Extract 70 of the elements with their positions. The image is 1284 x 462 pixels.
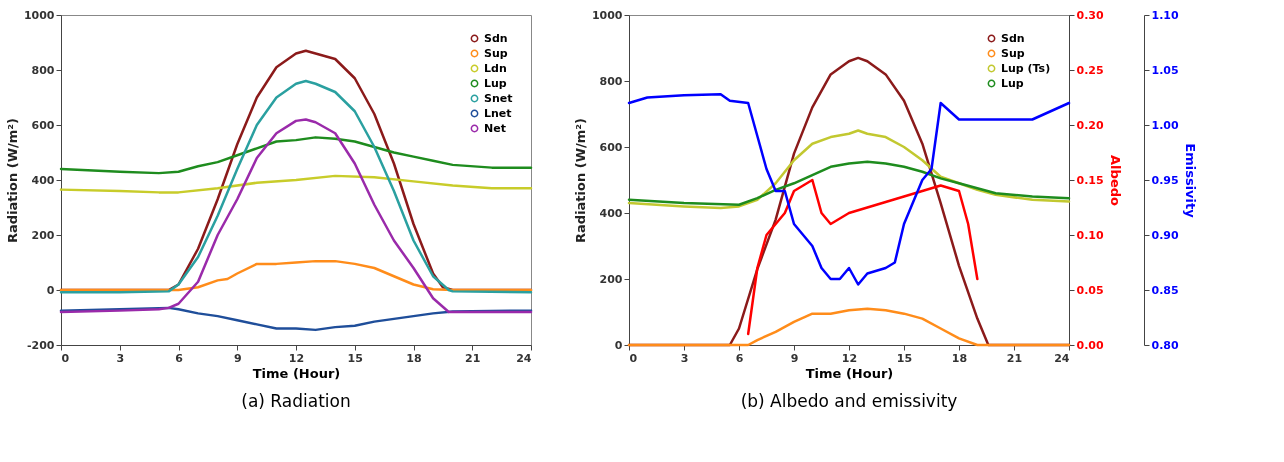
x-tick-label: 21: [465, 351, 481, 365]
line-series: [746, 178, 979, 336]
legend-label: Sdn: [484, 31, 508, 45]
line-series: [59, 136, 533, 175]
x-tick-label: 18: [406, 351, 422, 365]
y-axis-title: Radiation (W/m²): [572, 118, 588, 243]
y2-tick-label: 0.25: [1076, 63, 1104, 77]
y3-tick-label: 1.10: [1151, 8, 1179, 22]
x-tick-label: 24: [516, 351, 532, 365]
y2-tick-label: 0.30: [1076, 8, 1104, 22]
y-tick-label: 0: [46, 283, 55, 297]
y-tick-label: 600: [31, 118, 55, 132]
legend-label: Net: [484, 121, 506, 135]
y2-tick-label: 0.05: [1076, 283, 1104, 297]
x-tick-label: 24: [1054, 351, 1070, 365]
text: (b) Albedo and emissivity: [740, 391, 958, 411]
legend-label: Lup (Ts): [1001, 61, 1051, 75]
x-axis-title: Time (Hour): [805, 365, 894, 381]
y2-tick-label: 0.15: [1076, 173, 1104, 187]
x-tick-label: 0: [629, 351, 638, 365]
y3-axis-title: Emissivity: [1182, 143, 1198, 219]
text: (a) Radiation: [241, 391, 351, 411]
legend-label: Sup: [484, 46, 508, 60]
y-tick-label: 0: [614, 338, 623, 352]
x-tick-label: 0: [61, 351, 70, 365]
legend-label: Lnet: [484, 106, 512, 120]
y2-tick-label: 0.20: [1076, 118, 1104, 132]
legend-label: Snet: [484, 91, 513, 105]
y-tick-label: 1000: [23, 8, 55, 22]
x-tick-label: 15: [347, 351, 363, 365]
x-tick-label: 6: [735, 351, 744, 365]
y-tick-label: 1000: [591, 8, 623, 22]
y2-tick-label: 0.00: [1076, 338, 1104, 352]
y3-tick-label: 1.05: [1151, 63, 1179, 77]
x-tick-label: 9: [233, 351, 242, 365]
x-tick-label: 12: [288, 351, 305, 365]
y3-tick-label: 0.95: [1151, 173, 1179, 187]
y-tick-label: 800: [31, 63, 55, 77]
y-tick-label: 400: [599, 206, 623, 220]
y3-tick-label: 0.85: [1151, 283, 1179, 297]
y-axis-title: Radiation (W/m²): [4, 118, 20, 243]
legend-label: Lup: [484, 76, 507, 90]
y2-axis-title: Albedo: [1107, 155, 1123, 206]
y2-tick-label: 0.10: [1076, 228, 1104, 242]
y-tick-label: 600: [599, 140, 623, 154]
line-series: [59, 118, 533, 314]
legend-label: Sup: [1001, 46, 1025, 60]
y-tick-label: 800: [599, 74, 623, 88]
x-axis-title: Time (Hour): [252, 365, 341, 381]
x-tick-label: 12: [841, 351, 858, 365]
legend-label: Lup: [1001, 76, 1024, 90]
y-tick-label: 200: [31, 228, 55, 242]
x-tick-label: 3: [680, 351, 689, 365]
x-tick-label: 15: [896, 351, 913, 365]
y3-tick-label: 0.80: [1151, 338, 1179, 352]
x-tick-label: 6: [175, 351, 184, 365]
y3-tick-label: 1.00: [1151, 118, 1179, 132]
x-tick-label: 18: [951, 351, 968, 365]
line-series: [627, 160, 1071, 206]
x-tick-label: 9: [790, 351, 799, 365]
legend-label: Sdn: [1001, 31, 1025, 45]
y-tick-label: 200: [599, 272, 623, 286]
y-tick-label: 400: [31, 173, 55, 187]
line-series: [627, 92, 1071, 286]
y3-tick-label: 0.90: [1151, 228, 1179, 242]
line-series: [59, 174, 533, 194]
x-tick-label: 3: [116, 351, 125, 365]
y-tick-label: -200: [26, 338, 55, 352]
legend-label: Ldn: [484, 61, 507, 75]
x-tick-label: 21: [1006, 351, 1023, 365]
